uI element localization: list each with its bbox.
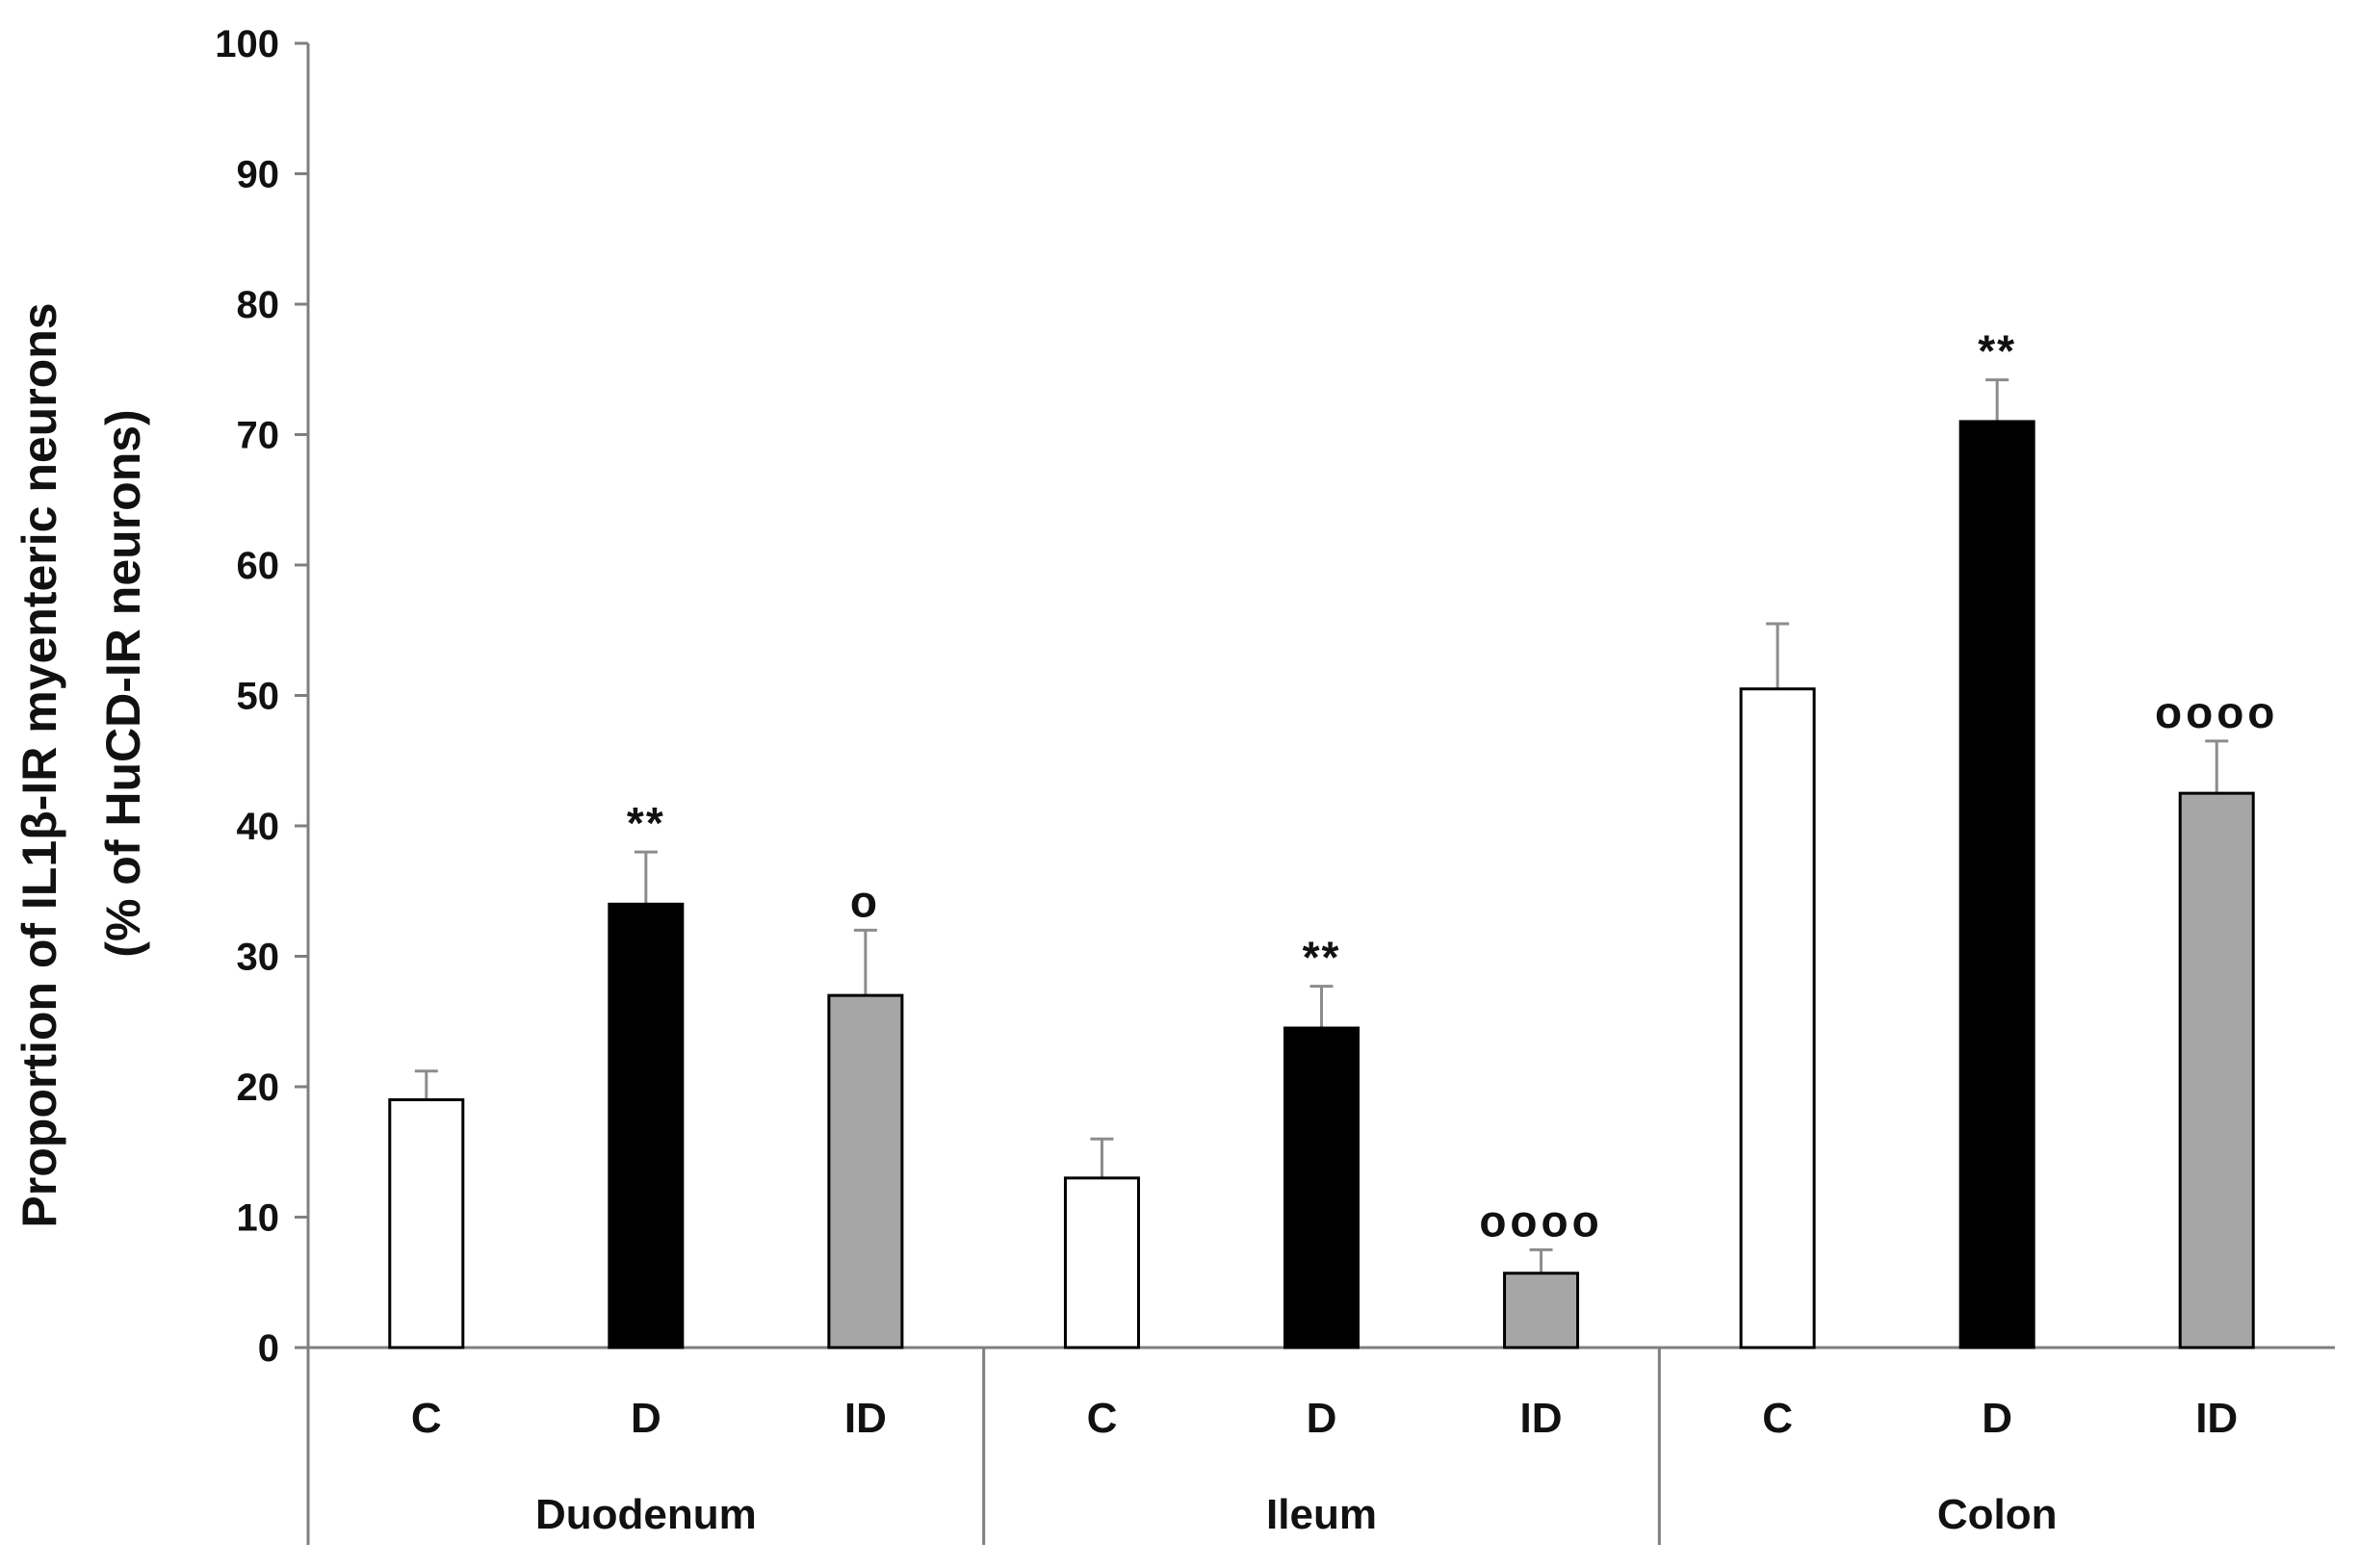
x-labels: C D ID Duodenum C D ID Ileum C D ID Colon	[411, 1395, 2238, 1538]
bar-duodenum-d	[608, 902, 685, 1350]
group-label: Colon	[1937, 1491, 2058, 1538]
significance-marker: **	[1303, 933, 1341, 983]
y-axis-label-line1: Proportion of IL1β-IR myenteric neurons	[13, 302, 66, 1227]
y-tick-label: 50	[237, 676, 280, 718]
significance-marker: **	[627, 798, 665, 848]
significance-marker: oooo	[1479, 1195, 1602, 1246]
y-tick-label: 0	[258, 1327, 279, 1370]
significance-marker: oooo	[2155, 687, 2278, 737]
y-tick-label: 10	[237, 1197, 280, 1240]
category-label: D	[631, 1395, 661, 1442]
significance-marker: o	[850, 876, 881, 926]
category-label: C	[1087, 1395, 1118, 1442]
y-tick-label: 40	[237, 806, 280, 848]
category-label: ID	[1520, 1395, 1563, 1442]
bar-colon-c	[1739, 687, 1816, 1350]
y-tick-label: 60	[237, 545, 280, 587]
category-label: D	[1307, 1395, 1337, 1442]
category-label: C	[1762, 1395, 1793, 1442]
y-tick-label: 20	[237, 1067, 280, 1109]
bars: ** o ** oooo ** oooo	[388, 326, 2278, 1350]
y-tick-label: 80	[237, 284, 280, 326]
group-label: Duodenum	[535, 1491, 757, 1538]
y-axis-label-group: Proportion of IL1β-IR myenteric neurons …	[13, 302, 150, 1227]
bar-duodenum-c	[388, 1098, 465, 1350]
y-tick-label: 90	[237, 154, 280, 196]
y-axis-label-line2: (% of HuCD-IR neurons)	[96, 409, 150, 957]
bar-ileum-d	[1283, 1026, 1360, 1350]
y-tick-label: 100	[215, 23, 279, 65]
category-label: ID	[2195, 1395, 2238, 1442]
category-label: ID	[844, 1395, 887, 1442]
category-label: D	[1982, 1395, 2012, 1442]
bar-colon-id	[2178, 791, 2255, 1350]
significance-marker: **	[1978, 326, 2016, 376]
category-label: C	[411, 1395, 442, 1442]
bar-duodenum-id	[827, 993, 904, 1350]
y-tick-label: 30	[237, 937, 280, 979]
group-label: Ileum	[1266, 1491, 1377, 1538]
y-ticks: 0 10 20 30 40 50 60 70 80 90 100	[215, 23, 308, 1370]
bar-ileum-id	[1503, 1272, 1580, 1350]
y-tick-label: 70	[237, 415, 280, 457]
bar-colon-d	[1958, 420, 2035, 1350]
bar-ileum-c	[1063, 1176, 1140, 1350]
